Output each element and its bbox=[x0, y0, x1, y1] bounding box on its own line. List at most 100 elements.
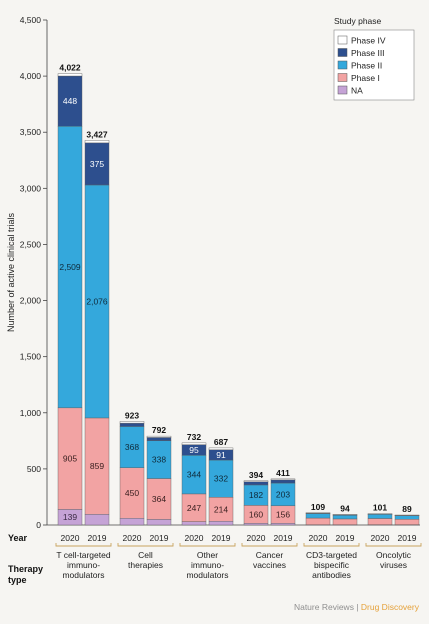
segment-value-label: 214 bbox=[214, 504, 228, 514]
y-tick-label: 4,500 bbox=[20, 15, 42, 25]
y-tick-label: 4,000 bbox=[20, 71, 42, 81]
segment-value-label: 368 bbox=[125, 442, 139, 452]
bar-segment-phase2 bbox=[332, 514, 358, 520]
y-tick-label: 1,500 bbox=[20, 352, 42, 362]
bar-segment-phase3 bbox=[243, 481, 269, 486]
legend-label-phase3: Phase III bbox=[351, 48, 385, 58]
segment-value-label: 247 bbox=[187, 503, 201, 513]
segment-value-label: 203 bbox=[276, 489, 290, 499]
group-bracket bbox=[55, 543, 112, 547]
segment-value-label: 344 bbox=[187, 470, 201, 480]
credit-section: Drug Discovery bbox=[360, 602, 419, 612]
segment-value-label: 139 bbox=[63, 512, 77, 522]
legend-swatch-phase4 bbox=[337, 35, 348, 45]
bar-total-label: 732 bbox=[187, 432, 201, 442]
bar-segment-phase3 bbox=[57, 75, 83, 127]
bar-total-label: 109 bbox=[311, 502, 325, 512]
bar-segment-phase4 bbox=[394, 514, 420, 516]
bar-segment-phase4 bbox=[208, 447, 234, 451]
bar-total-label: 687 bbox=[214, 437, 228, 447]
credit-separator: | bbox=[353, 602, 361, 612]
segment-value-label: 95 bbox=[189, 445, 199, 455]
therapy-type-row-label: Therapy bbox=[8, 564, 43, 574]
bar-segment-phase4 bbox=[57, 73, 83, 77]
y-tick-label: 0 bbox=[36, 520, 41, 530]
y-tick-label: 3,500 bbox=[20, 127, 42, 137]
group-bracket bbox=[365, 543, 422, 547]
bar-segment-phase2 bbox=[181, 455, 207, 495]
x-year-label: 2020 bbox=[309, 533, 328, 543]
x-year-label: 2020 bbox=[61, 533, 80, 543]
x-year-label: 2020 bbox=[247, 533, 266, 543]
bar-segment-phase2 bbox=[57, 126, 83, 409]
credit-journal: Nature Reviews bbox=[293, 602, 354, 612]
bar-segment-phase4 bbox=[243, 480, 269, 482]
therapy-type-label: Cancer bbox=[256, 550, 284, 560]
legend-label-phase2: Phase II bbox=[351, 61, 382, 71]
bar-segment-phase2 bbox=[394, 515, 420, 520]
segment-value-label: 2,509 bbox=[59, 262, 81, 272]
segment-value-label: 364 bbox=[152, 494, 166, 504]
bar-segment-phase4 bbox=[367, 513, 393, 515]
bar-segment-phase4 bbox=[270, 478, 296, 481]
segment-value-label: 91 bbox=[216, 450, 226, 460]
x-year-label: 2019 bbox=[336, 533, 355, 543]
bar-total-label: 792 bbox=[152, 425, 166, 435]
x-year-label: 2019 bbox=[150, 533, 169, 543]
bar-segment-phase1 bbox=[84, 417, 110, 515]
bar-segment-phase2 bbox=[305, 513, 331, 519]
bar-segment-phase1 bbox=[332, 518, 358, 525]
therapy-type-label: CD3-targeted bbox=[306, 550, 357, 560]
bar-segment-phase2 bbox=[146, 440, 172, 479]
x-year-label: 2020 bbox=[371, 533, 390, 543]
therapy-type-label: viruses bbox=[380, 560, 407, 570]
therapy-type-label: modulators bbox=[186, 570, 228, 580]
therapy-type-label: Cell bbox=[138, 550, 153, 560]
bar-segment-phase2 bbox=[367, 514, 393, 519]
therapy-type-label: immuno- bbox=[67, 560, 100, 570]
therapy-type-label: antibodies bbox=[312, 570, 351, 580]
bar-segment-phase2 bbox=[119, 426, 145, 468]
therapy-type-label: T cell-targeted bbox=[56, 550, 110, 560]
y-tick-label: 1,000 bbox=[20, 408, 42, 418]
legend-title: Study phase bbox=[334, 16, 382, 26]
bar-segment-na bbox=[270, 523, 296, 526]
therapy-type-label: modulators bbox=[62, 570, 104, 580]
segment-value-label: 859 bbox=[90, 461, 104, 471]
therapy-type-label: immuno- bbox=[191, 560, 224, 570]
group-bracket bbox=[303, 543, 360, 547]
legend-label-na: NA bbox=[351, 86, 363, 96]
year-row-label: Year bbox=[8, 533, 28, 543]
segment-value-label: 160 bbox=[249, 509, 263, 519]
bar-segment-phase4 bbox=[305, 512, 331, 514]
bar-total-label: 394 bbox=[249, 470, 263, 480]
bar-total-label: 101 bbox=[373, 503, 387, 513]
bar-segment-phase4 bbox=[181, 442, 207, 445]
segment-value-label: 2,076 bbox=[86, 296, 108, 306]
legend-swatch-phase3 bbox=[337, 48, 348, 57]
therapy-type-label: Other bbox=[197, 550, 218, 560]
group-bracket bbox=[241, 543, 298, 547]
bar-segment-na bbox=[243, 523, 269, 526]
bar-segment-phase4 bbox=[146, 435, 172, 438]
bar-segment-phase3 bbox=[119, 422, 145, 427]
bar-segment-phase1 bbox=[57, 407, 83, 510]
segment-value-label: 182 bbox=[249, 490, 263, 500]
x-year-label: 2020 bbox=[123, 533, 142, 543]
bar-segment-phase4 bbox=[84, 140, 110, 144]
bar-segment-phase1 bbox=[394, 519, 420, 525]
legend-swatch-phase1 bbox=[337, 73, 348, 82]
group-bracket bbox=[179, 543, 236, 547]
x-year-label: 2019 bbox=[274, 533, 293, 543]
bar-total-label: 94 bbox=[340, 503, 350, 513]
bar-segment-na bbox=[181, 521, 207, 526]
segment-value-label: 156 bbox=[276, 510, 290, 520]
bar-segment-phase3 bbox=[146, 437, 172, 441]
y-axis-title: Number of active clinical trials bbox=[6, 212, 16, 332]
bar-total-label: 3,427 bbox=[86, 129, 108, 139]
stacked-bar-chart: 0 500 1,000 1,500 2,000 2,500 3,000 3,500 4,000 4… bbox=[6, 15, 422, 585]
bar-segment-na bbox=[208, 521, 234, 526]
x-year-label: 2020 bbox=[185, 533, 204, 543]
bar-segment-phase1 bbox=[305, 517, 331, 525]
legend-box bbox=[333, 29, 415, 101]
